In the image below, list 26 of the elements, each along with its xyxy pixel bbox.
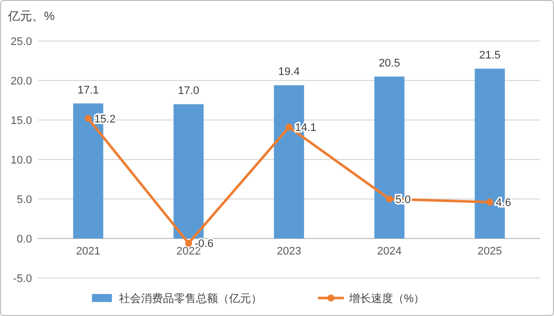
legend-label: 社会消费品零售总额（亿元）: [118, 292, 262, 305]
x-tick-label: 2023: [276, 246, 302, 258]
data-label: 5.0: [395, 194, 411, 206]
y-tick-label: 20.0: [10, 76, 32, 88]
data-label: 19.4: [278, 66, 300, 78]
x-tick-label: 2021: [76, 246, 100, 258]
legend-label: 增长速度（%）: [348, 292, 425, 305]
x-tick-label: 2024: [377, 246, 402, 258]
y-axis-title: 亿元、%: [7, 9, 55, 23]
y-tick-label: 5.0: [16, 194, 32, 206]
point: [185, 240, 192, 247]
bar: [174, 104, 204, 238]
data-label: 17.1: [77, 84, 99, 96]
y-tick-label: -5.0: [13, 273, 32, 285]
y-tick-label: 0.0: [16, 234, 32, 246]
x-tick-label: 2025: [478, 246, 502, 258]
point: [286, 124, 292, 131]
point: [486, 198, 494, 206]
data-label: 20.5: [378, 58, 400, 70]
point: [84, 114, 92, 122]
data-label: 17.0: [178, 85, 200, 98]
y-tick-label: 15.0: [10, 115, 32, 127]
y-tick-label: 10.0: [10, 154, 32, 166]
point: [386, 196, 393, 202]
data-label: 21.5: [479, 50, 501, 62]
y-tick-label: 25.0: [10, 36, 32, 48]
